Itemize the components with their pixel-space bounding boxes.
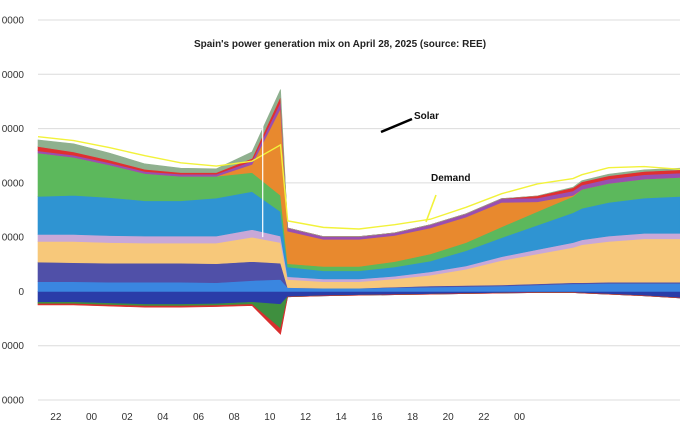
x-tick-label: 12	[300, 412, 312, 423]
x-tick-label: 00	[86, 412, 98, 423]
x-tick-label: 08	[229, 412, 241, 423]
x-axis-ticks: 22 00 02 04 06 08 10 12 14 16 18 20 22 00	[50, 412, 525, 423]
x-tick-label: 18	[407, 412, 419, 423]
annotations: Solar Demand	[380, 111, 470, 223]
y-tick-label: 0000	[2, 70, 25, 81]
x-tick-label: 20	[443, 412, 455, 423]
y-tick-label: 0000	[2, 124, 25, 135]
x-tick-label: 22	[50, 412, 62, 423]
y-tick-label: 0	[18, 287, 24, 298]
chart-title: Spain's power generation mix on April 28…	[194, 39, 486, 50]
x-tick-label: 00	[514, 412, 526, 423]
x-tick-label: 10	[264, 412, 276, 423]
demand-series	[37, 96, 680, 238]
y-tick-label: 0000	[2, 233, 25, 244]
solar-annotation: Solar	[414, 111, 439, 122]
x-tick-label: 14	[336, 412, 348, 423]
y-tick-label: 0000	[2, 396, 25, 407]
y-tick-label: 0000	[2, 16, 25, 27]
demand-annotation: Demand	[431, 173, 470, 184]
demand-arrow	[425, 194, 437, 223]
x-tick-label: 06	[193, 412, 205, 423]
y-tick-label: 0000	[2, 178, 25, 189]
neg-areas-series-2	[37, 292, 680, 335]
pos-areas-series-9	[37, 89, 680, 237]
negative-stack-areas	[37, 291, 680, 335]
x-tick-label: 16	[371, 412, 383, 423]
y-tick-label: 0000	[2, 341, 25, 352]
x-tick-label: 22	[478, 412, 490, 423]
positive-stack-areas	[37, 89, 680, 292]
x-tick-label: 04	[157, 412, 169, 423]
demand-line	[37, 136, 680, 230]
x-tick-label: 02	[122, 412, 134, 423]
solar-arrow	[380, 117, 413, 134]
